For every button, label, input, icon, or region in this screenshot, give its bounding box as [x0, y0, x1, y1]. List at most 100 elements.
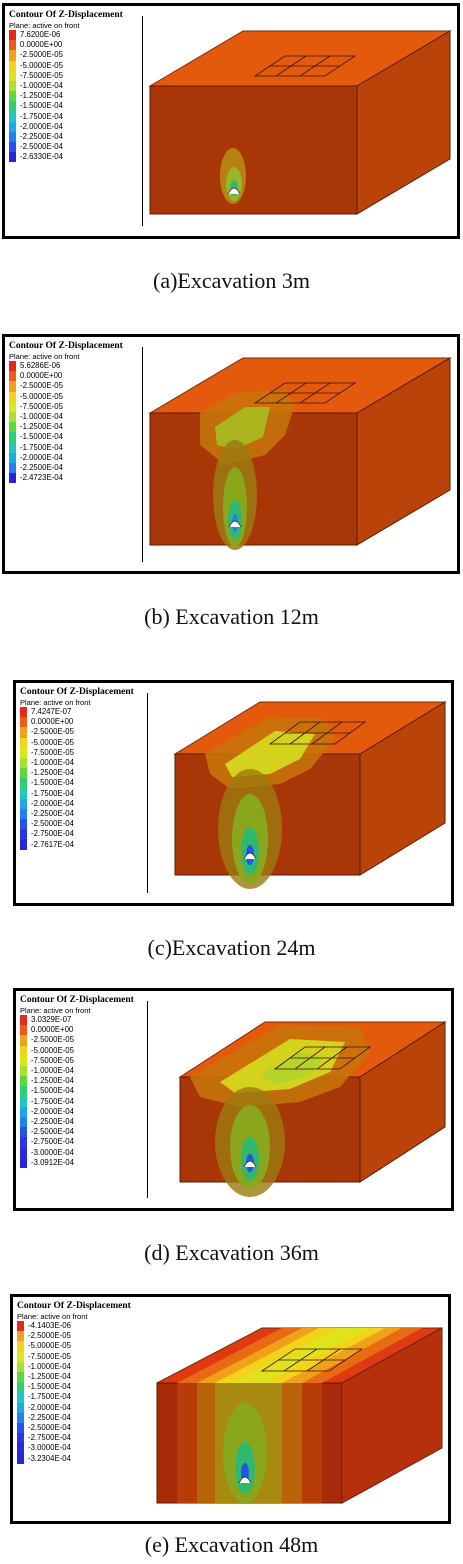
legend-subtitle: Plane: active on front — [9, 21, 80, 30]
legend-value: -1.0000E-04 — [31, 758, 74, 768]
legend-value: -3.2304E-04 — [28, 1453, 71, 1463]
legend-swatch — [17, 1443, 24, 1454]
legend-entry: -3.0000E-04 — [17, 1443, 131, 1454]
legend-value: -2.2500E-04 — [20, 131, 63, 141]
legend-entry: -2.5000E-05 — [9, 381, 123, 392]
legend-title: Contour Of Z-Displacement — [17, 1301, 131, 1311]
legend-swatch — [20, 778, 27, 789]
legend-entry: -2.6330E-04 — [9, 152, 123, 163]
legend-value: -1.0000E-04 — [28, 1361, 71, 1371]
legend-value: -2.6330E-04 — [20, 152, 63, 162]
legend-entry: -2.4723E-04 — [9, 473, 123, 484]
legend-swatch — [9, 371, 16, 382]
legend-swatch — [20, 747, 27, 758]
caption: (a)Excavation 3m — [153, 268, 310, 293]
contour-model — [173, 701, 447, 889]
legend-swatch — [9, 30, 16, 41]
legend-value: -1.7500E-04 — [20, 111, 63, 121]
legend-value: -1.7500E-04 — [31, 788, 74, 798]
tunnel-opening — [228, 520, 242, 528]
legend-rows: 5.6286E-06 0.0000E+00 -2.5000E-05 -5.0000E-… — [9, 361, 123, 484]
legend-value: -2.7500E-04 — [31, 829, 74, 839]
legend-value: -1.2500E-04 — [28, 1372, 71, 1382]
legend-value: -5.0000E-05 — [28, 1341, 71, 1351]
legend-value: -1.0000E-04 — [20, 81, 63, 91]
building-grid — [260, 1348, 364, 1372]
building-grid — [268, 721, 367, 745]
model-side-face — [359, 1021, 446, 1183]
legend-swatch — [9, 422, 16, 433]
legend-entry: -2.7500E-04 — [20, 1137, 134, 1148]
legend-swatch — [17, 1371, 24, 1383]
legend-entry: -2.5000E-04 — [20, 1127, 134, 1138]
legend: Contour Of Z-Displacement Plane: active … — [9, 10, 123, 163]
legend-swatch — [20, 768, 27, 779]
tunnel-opening — [243, 852, 257, 860]
legend-value: -4.1403E-06 — [28, 1321, 71, 1331]
model-side-face — [356, 30, 451, 215]
legend-swatch — [20, 1096, 27, 1107]
legend-swatch — [9, 152, 16, 163]
legend-entry: -1.5000E-04 — [9, 432, 123, 443]
legend-subtitle: Plane: active on front — [9, 352, 80, 361]
legend-value: -1.5000E-04 — [28, 1382, 71, 1392]
legend-swatch — [20, 1116, 27, 1128]
legend-entry: -2.2500E-04 — [9, 131, 123, 143]
legend-swatch — [17, 1341, 24, 1352]
legend-value: -2.2500E-04 — [31, 808, 74, 818]
legend-entry: -3.0000E-04 — [20, 1147, 134, 1158]
legend-value: -2.5000E-05 — [28, 1331, 71, 1341]
legend-entry: -2.7500E-04 — [20, 829, 134, 840]
legend-entry: 0.0000E+00 — [20, 717, 134, 728]
legend-swatch — [9, 401, 16, 412]
legend-entry: -5.0000E-05 — [9, 60, 123, 71]
legend-divider — [142, 16, 143, 226]
legend-entry: -7.5000E-05 — [17, 1351, 131, 1362]
panel-a: Contour Of Z-Displacement Plane: active … — [2, 3, 460, 239]
legend-value: 7.4247E-07 — [31, 707, 72, 717]
legend-value: 0.0000E+00 — [20, 371, 63, 381]
contour-zone — [342, 1328, 442, 1503]
legend-swatch — [20, 819, 27, 830]
legend-swatch — [20, 1147, 27, 1158]
legend-swatch — [17, 1351, 24, 1362]
legend-value: -2.7617E-04 — [31, 839, 74, 849]
legend-swatch — [20, 737, 27, 748]
legend-value: -1.2500E-04 — [20, 422, 63, 432]
legend-entry: -2.2500E-04 — [20, 808, 134, 820]
legend-entry: 5.6286E-06 — [9, 361, 123, 372]
legend-value: 3.0329E-07 — [31, 1015, 72, 1025]
legend-entry: -2.0000E-04 — [17, 1402, 131, 1413]
legend-value: -2.5000E-04 — [28, 1422, 71, 1432]
legend-swatch — [20, 1106, 27, 1117]
legend-value: -2.4723E-04 — [20, 473, 63, 483]
legend-swatch — [17, 1402, 24, 1413]
contour-model — [156, 1327, 443, 1504]
legend-title: Contour Of Z-Displacement — [20, 995, 134, 1005]
legend-swatch — [20, 788, 27, 799]
legend-entry: -1.5000E-04 — [20, 1086, 134, 1097]
caption: (b) Excavation 12m — [144, 604, 319, 629]
legend-value: -2.5000E-05 — [31, 727, 74, 737]
legend-value: -1.0000E-04 — [31, 1066, 74, 1076]
legend-entry: -2.5000E-04 — [9, 142, 123, 153]
legend-entry: 0.0000E+00 — [20, 1025, 134, 1036]
legend: Contour Of Z-Displacement Plane: active … — [9, 341, 123, 484]
legend-value: -7.5000E-05 — [20, 70, 63, 80]
legend-swatch — [20, 1065, 27, 1077]
legend-value: -2.0000E-04 — [31, 1106, 74, 1116]
legend-value: -1.7500E-04 — [31, 1096, 74, 1106]
legend-swatch — [17, 1361, 24, 1372]
legend-value: 7.6200E-06 — [20, 30, 61, 40]
legend-value: -1.5000E-04 — [20, 101, 63, 111]
legend-title: Contour Of Z-Displacement — [20, 687, 134, 697]
legend-value: -1.5000E-04 — [31, 778, 74, 788]
contour-zone — [232, 1328, 369, 1383]
legend-entry: -1.0000E-04 — [9, 411, 123, 423]
legend-value: -1.5000E-04 — [31, 1086, 74, 1096]
legend-swatch — [17, 1412, 24, 1423]
tunnel-opening — [243, 1160, 257, 1168]
legend-entry: -1.0000E-04 — [17, 1361, 131, 1372]
legend-swatch — [9, 121, 16, 132]
legend-subtitle: Plane: active on front — [17, 1312, 88, 1321]
